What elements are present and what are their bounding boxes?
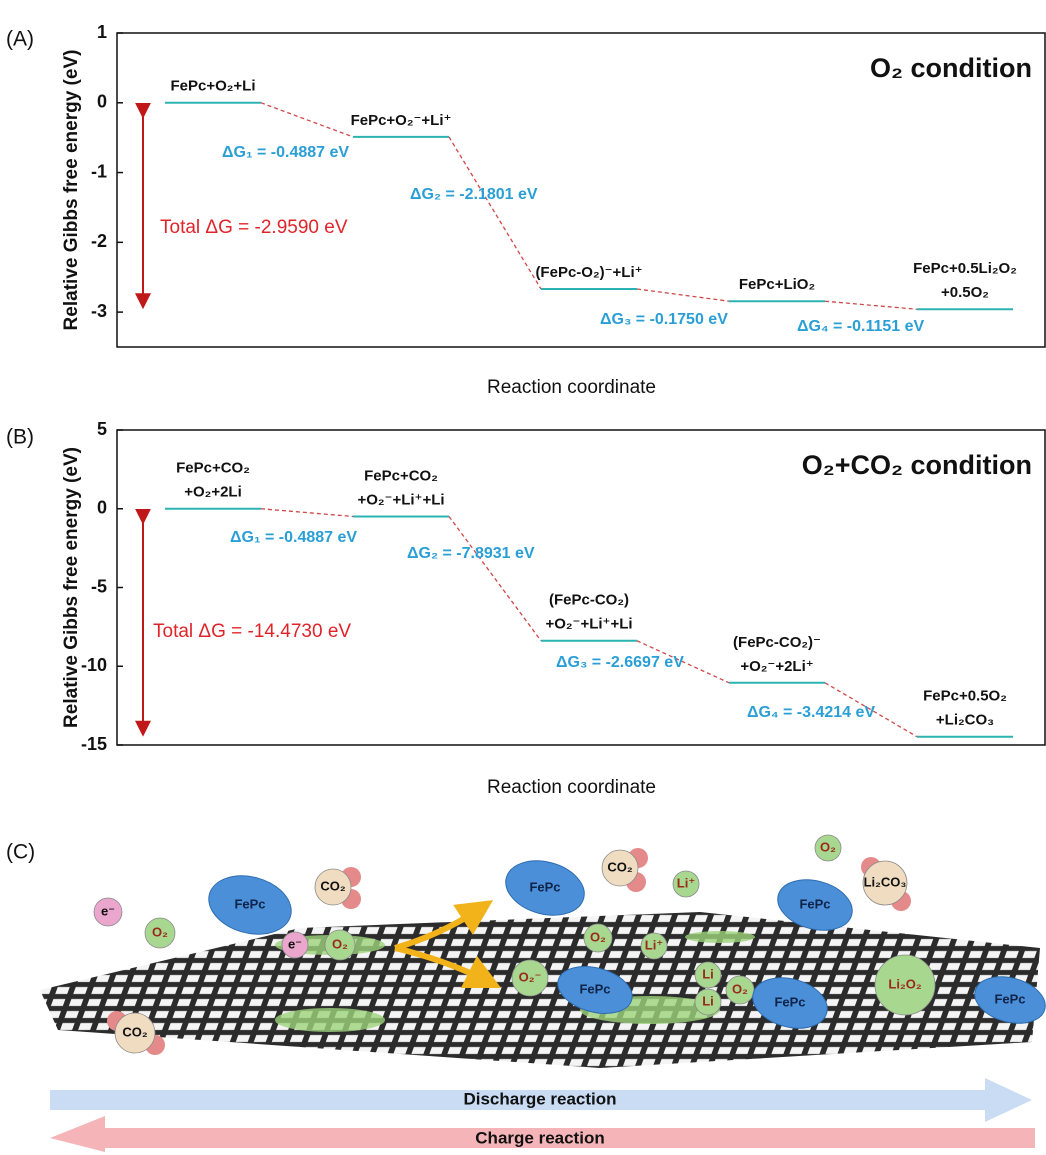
y-tick-label: -15 [81,734,107,754]
delta-label: ΔG₄ = -3.4214 eV [747,704,875,721]
level-label: (FePc-CO₂) [549,592,629,609]
discharge-label: Discharge reaction [463,1089,616,1108]
level-label: +O₂⁻+Li⁺+Li [545,616,632,633]
x-axis-label: Reaction coordinate [487,777,656,798]
level-label: FePc+CO₂ [364,467,438,484]
connector [261,103,353,137]
y-tick-label: -1 [91,161,107,181]
y-tick-label: -10 [81,655,107,675]
y-tick-label: -3 [91,301,107,321]
charge-label: Charge reaction [475,1128,604,1147]
y-tick-label: 0 [97,92,107,112]
level-label: +0.5O₂ [941,284,989,301]
level-label: FePc+O₂⁻+Li⁺ [351,112,452,129]
delta-label: ΔG₃ = -2.6697 eV [556,654,684,671]
molecule-label: CO₂ [320,878,346,893]
chart-title: O₂+CO₂ condition [802,450,1032,480]
connector [825,301,917,309]
molecule-label: O₂ [820,839,836,854]
molecule-label: Li₂O₂ [888,976,921,991]
level-label: FePc+O₂+Li [170,78,255,95]
y-axis-label: Relative Gibbs free energy (eV) [61,50,82,331]
molecule-label: FePc [529,879,560,894]
molecule-label: FePc [994,991,1025,1006]
level-label: +Li₂CO₃ [936,712,994,729]
panel-label: (A) [6,28,34,51]
molecule-label: FePc [579,981,610,996]
panel-label: (C) [6,841,35,864]
level-label: +O₂⁻+2Li⁺ [740,658,813,675]
level-label: (FePc-CO₂)⁻ [733,634,821,651]
level-label: FePc+LiO₂ [739,276,815,293]
level-label: +O₂+2Li [184,484,242,501]
x-axis-label: Reaction coordinate [487,377,656,398]
level-label: (FePc-O₂)⁻+Li⁺ [535,264,642,281]
level-label: FePc+0.5O₂ [923,688,1007,705]
molecule-label: FePc [234,896,265,911]
y-axis-label: Relative Gibbs free energy (eV) [61,447,82,728]
delta-label: ΔG₁ = -0.4887 eV [222,144,349,161]
delta-label: ΔG₂ = -2.1801 eV [410,186,538,203]
illustration: (C) Discharge reaction Charge reaction e… [6,835,1046,1152]
molecule-label: O₂ [332,936,348,951]
panel-label: (B) [6,426,34,449]
molecule-label: O₂ [152,924,168,939]
y-tick-label: -2 [91,231,107,251]
molecule-label: e⁻ [101,903,115,918]
y-tick-label: -5 [91,576,107,596]
molecule-label: O₂⁻ [519,969,542,984]
total-label: Total ΔG = -2.9590 eV [160,217,348,238]
product-film [275,1008,385,1032]
delta-label: ΔG₃ = -0.1750 eV [600,311,728,328]
molecule-label: Li [702,966,714,981]
y-tick-label: 1 [97,22,107,42]
molecule-label: CO₂ [607,859,633,874]
molecule-label: O₂ [590,929,606,944]
chart-title: O₂ condition [870,53,1032,83]
connector [261,509,353,517]
level-label: +O₂⁻+Li⁺+Li [357,491,444,508]
connector [637,289,729,301]
level-label: FePc+CO₂ [176,460,250,477]
product-film [685,931,755,943]
connector [449,137,541,289]
delta-label: ΔG₁ = -0.4887 eV [230,529,357,546]
figure: (C) Discharge reaction Charge reaction e… [0,0,1046,1155]
molecule-label: FePc [774,994,805,1009]
molecule-label: Li₂CO₃ [864,874,907,889]
molecule-label: Li⁺ [645,937,663,952]
molecule-label: CO₂ [122,1024,148,1039]
connector [449,516,541,640]
total-label: Total ΔG = -14.4730 eV [153,621,351,642]
molecule-label: O₂ [732,981,748,996]
molecule-label: e⁻ [288,936,302,951]
y-tick-label: 5 [97,419,107,439]
y-tick-label: 0 [97,498,107,518]
delta-label: ΔG₄ = -0.1151 eV [797,318,925,335]
delta-label: ΔG₂ = -7.8931 eV [407,545,535,562]
molecule-label: Li [702,993,714,1008]
molecule-label: FePc [799,896,830,911]
level-label: FePc+0.5Li₂O₂ [913,260,1017,277]
molecule-label: Li⁺ [677,875,695,890]
